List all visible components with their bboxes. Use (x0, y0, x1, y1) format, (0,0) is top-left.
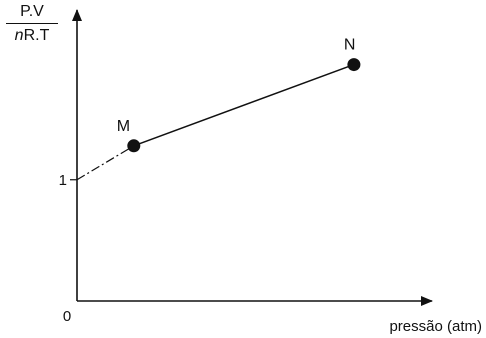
y-axis-label-n: n (14, 27, 24, 45)
point-label-n: N (344, 37, 356, 54)
y-axis-label-numerator: P.V (20, 3, 44, 20)
y-axis-label-fraction-bar (6, 23, 58, 25)
extrapolation-line (76, 145, 135, 181)
y-axis-label-denominator: nR.T (4, 24, 60, 44)
x-axis-label: pressão (atm) (389, 318, 482, 335)
data-line (133, 63, 355, 147)
origin-label: 0 (63, 308, 71, 325)
y-axis-label-rt: R.T (23, 27, 50, 45)
data-point-m (127, 139, 141, 153)
data-point-n (347, 58, 361, 72)
y-axis-label: P.V nR.T (4, 4, 60, 44)
point-label-m: M (117, 118, 130, 135)
y-tick-label: 1 (59, 172, 67, 189)
